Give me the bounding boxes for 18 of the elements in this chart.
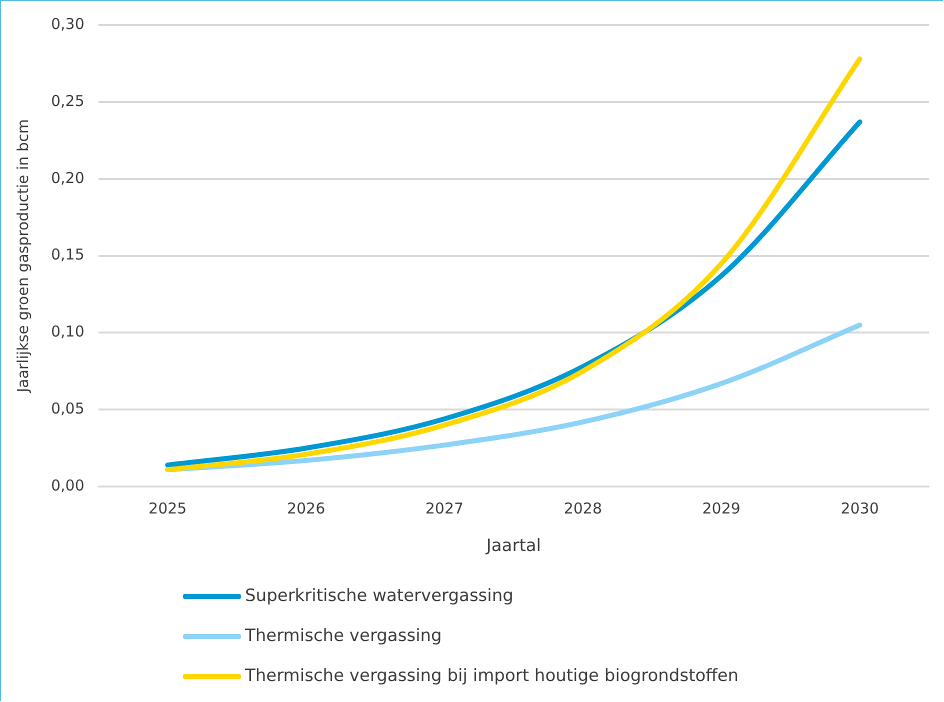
y-tick-label: 0,00 xyxy=(50,476,84,494)
x-tick-label: 2029 xyxy=(702,499,740,518)
legend-label: Thermische vergassing bij import houtige biogrondstoffen xyxy=(245,666,739,686)
legend-label: Thermische vergassing xyxy=(245,626,442,646)
y-axis-title: Jaarlijkse groen gasproductie in bcm xyxy=(14,119,32,394)
x-axis-title: Jaartal xyxy=(485,536,542,556)
y-tick-label: 0,20 xyxy=(50,168,84,187)
y-tick-label: 0,25 xyxy=(50,92,84,110)
y-tick-label: 0,15 xyxy=(50,246,84,264)
legend-label: Superkritische watervergassing xyxy=(245,586,514,606)
y-tick-label: 0,30 xyxy=(50,14,84,33)
x-tick-label: 2026 xyxy=(286,499,326,518)
x-tick-label: 2030 xyxy=(840,499,879,518)
y-tick-label: 0,10 xyxy=(50,322,84,341)
x-tick-label: 2025 xyxy=(148,499,187,518)
x-tick-label: 2028 xyxy=(564,499,602,518)
x-tick-label: 2027 xyxy=(425,499,464,518)
y-tick-label: 0,05 xyxy=(50,400,84,418)
